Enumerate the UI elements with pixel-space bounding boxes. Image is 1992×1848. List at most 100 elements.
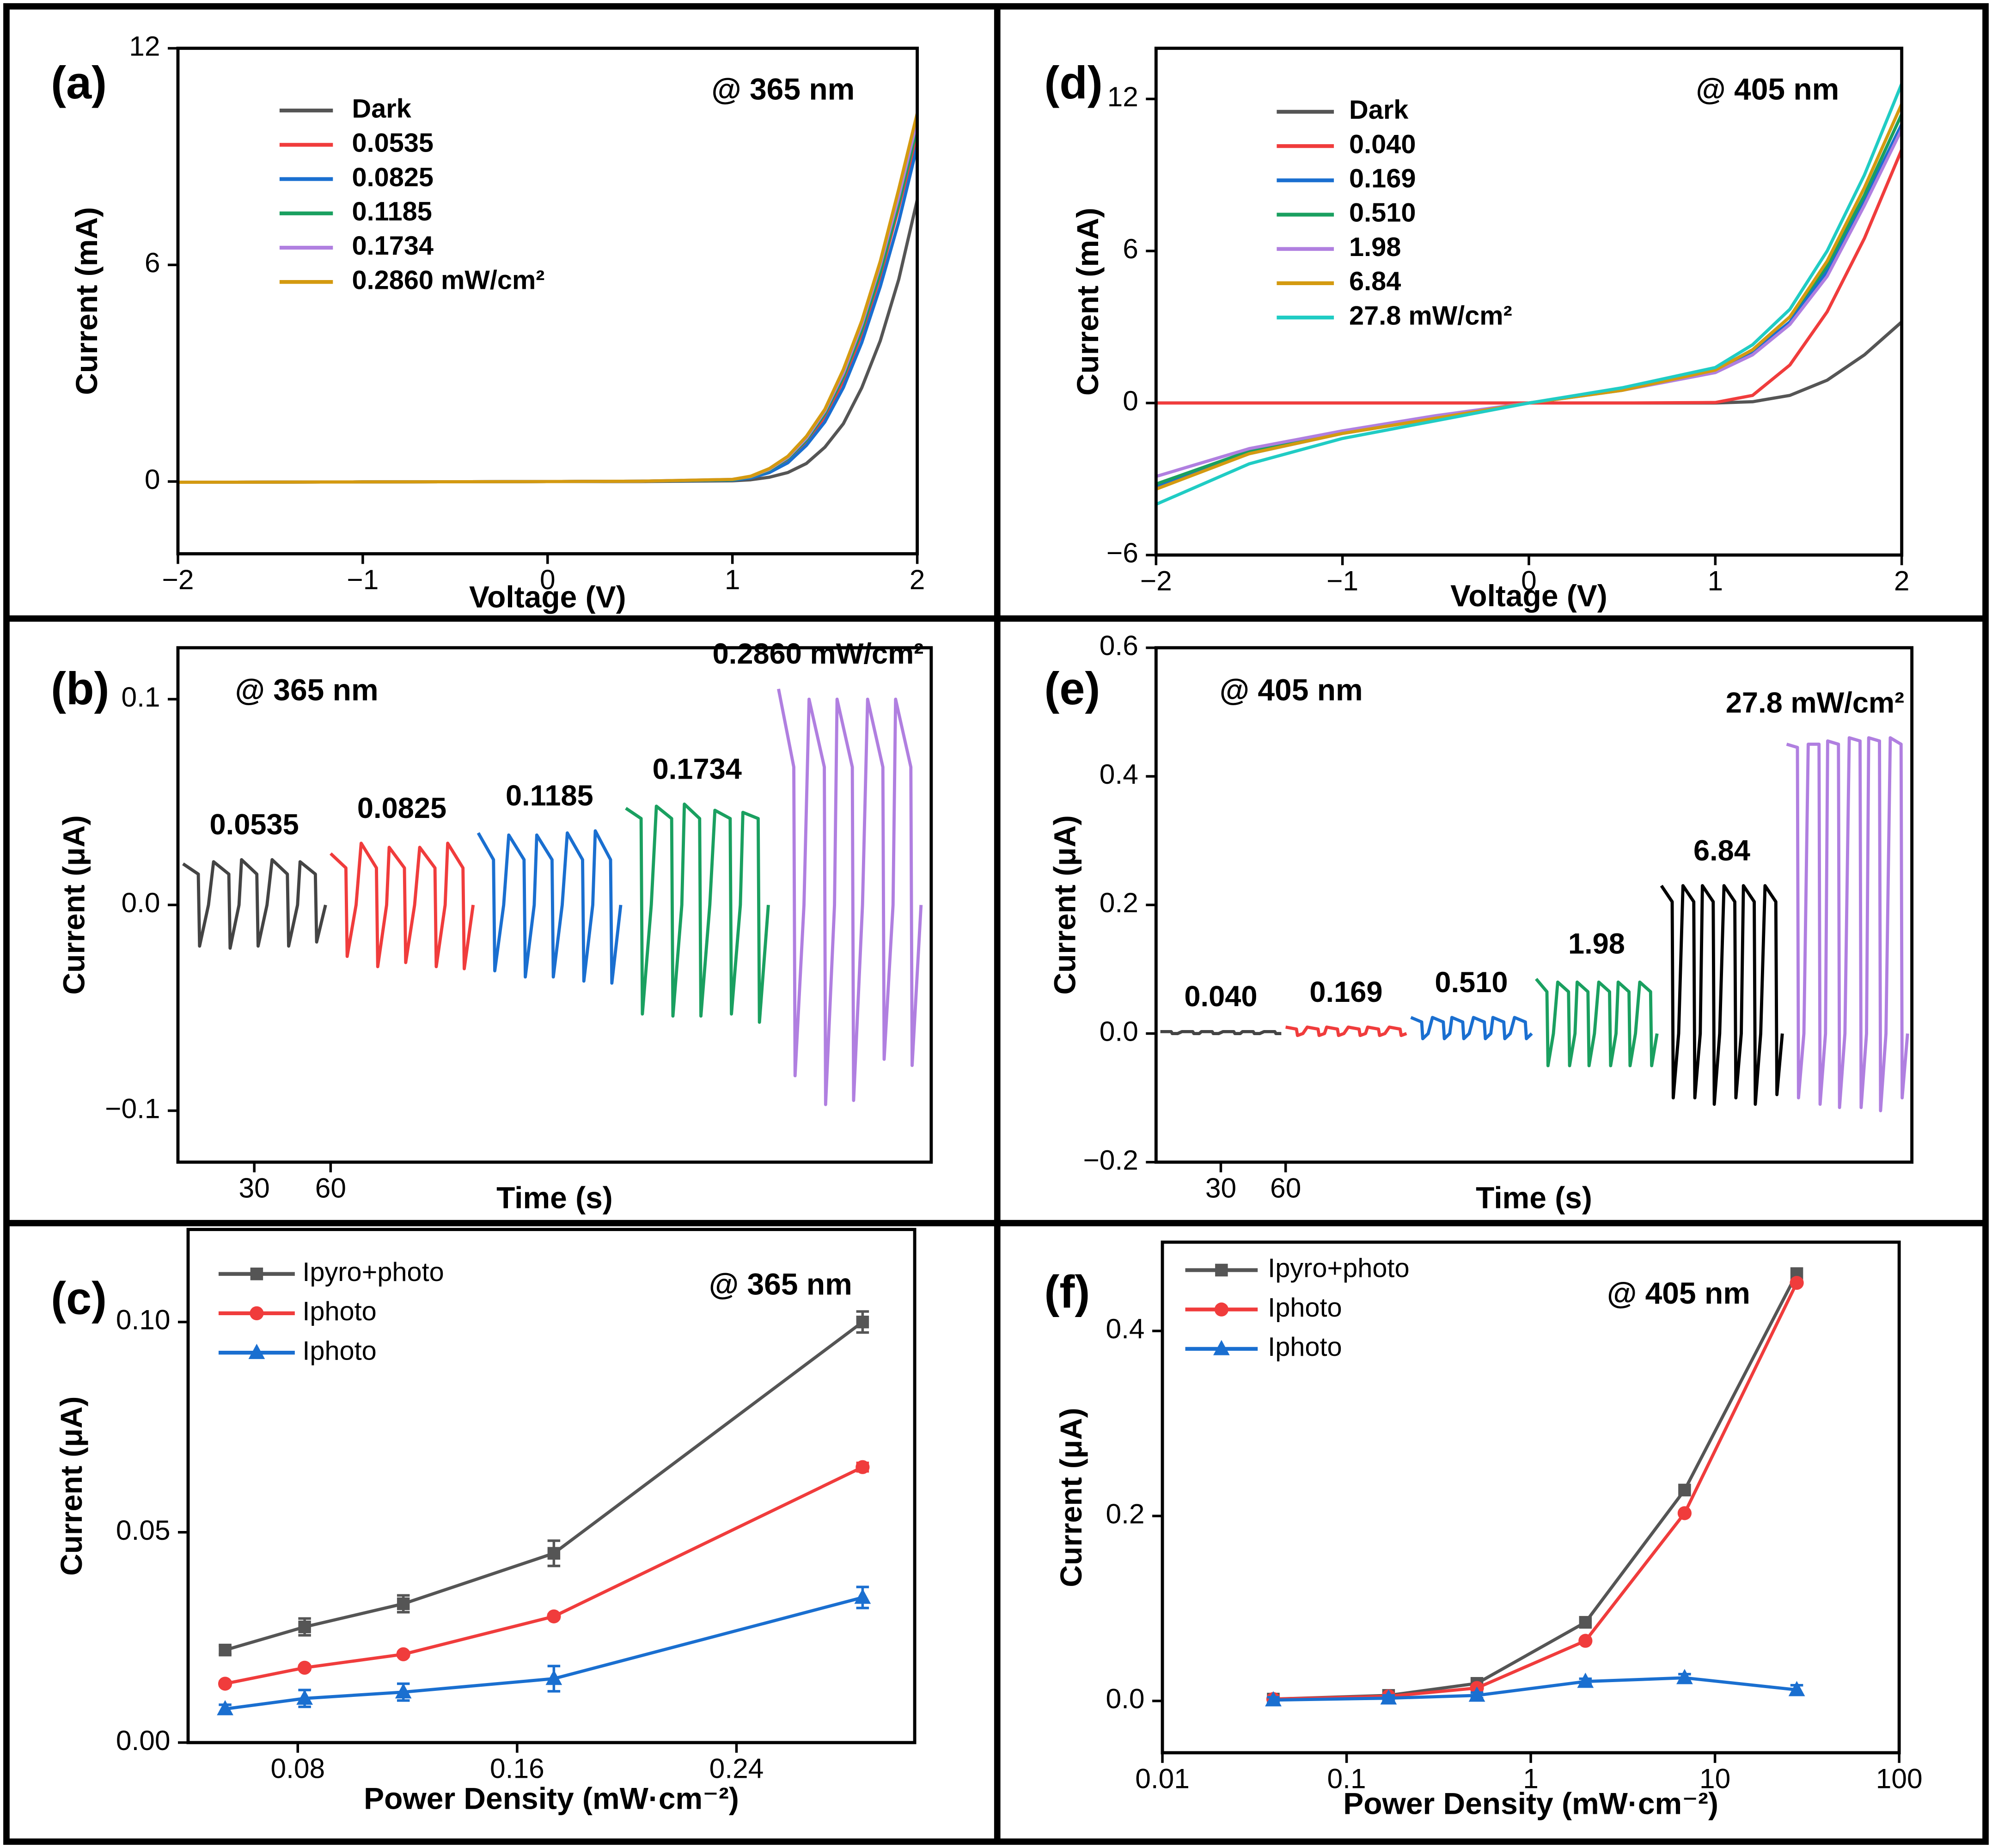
series-label: 0.1185: [506, 780, 593, 812]
x-tick-label: 30: [1205, 1172, 1236, 1203]
x-tick-label: 0: [1521, 565, 1537, 597]
series-line: [777, 689, 923, 1106]
y-tick-label: 0.4: [1106, 1313, 1145, 1344]
legend-label: Iphoto: [302, 1297, 376, 1326]
legend-label: 0.1185: [352, 197, 432, 226]
series-label: 0.040: [1184, 981, 1257, 1013]
y-tick-label: −6: [1106, 537, 1138, 568]
legend-label: 0.169: [1349, 164, 1416, 194]
marker: [248, 1343, 265, 1359]
legend-label: Iphoto: [302, 1336, 376, 1366]
series-line: [225, 1465, 863, 1685]
marker: [1468, 1686, 1485, 1702]
legend-label: 0.1734: [352, 231, 434, 261]
series-line: [225, 1596, 863, 1711]
marker: [1790, 1275, 1804, 1290]
x-tick-label: 2: [1894, 565, 1910, 597]
series-line: [1155, 103, 1903, 491]
x-axis-label: Time (s): [496, 1181, 613, 1215]
legend-label: 27.8 mW/cm²: [1349, 301, 1512, 330]
series-label: 0.169: [1309, 976, 1382, 1008]
x-tick-label: 0.01: [1135, 1763, 1190, 1794]
x-axis-label: Power Density (mW·cm⁻²): [364, 1781, 739, 1816]
legend-label: Iphoto: [1268, 1293, 1342, 1323]
marker: [1577, 1672, 1594, 1688]
marker: [1678, 1483, 1691, 1497]
series-line: [1535, 978, 1659, 1067]
legend-label: 0.040: [1349, 129, 1416, 159]
x-tick-label: 1: [1523, 1763, 1539, 1794]
annotation: @ 405 nm: [1696, 72, 1839, 106]
series-line: [1410, 1016, 1533, 1041]
series-line: [177, 145, 919, 484]
series-label: 0.2860 mW/cm²: [713, 638, 924, 670]
series-line: [1273, 1676, 1797, 1702]
y-tick-label: 0.2: [1106, 1498, 1145, 1529]
x-tick-label: 2: [910, 564, 925, 595]
series-line: [1155, 123, 1903, 488]
plot-frame: [1154, 47, 1904, 557]
series-line: [1155, 113, 1903, 486]
series-line: [1155, 128, 1903, 478]
series-line: [625, 802, 770, 1024]
series-line: [177, 113, 919, 484]
y-tick-label: 0.0: [1106, 1683, 1145, 1714]
panel-label: (d): [1044, 57, 1102, 108]
x-tick-label: 0.24: [709, 1752, 764, 1784]
marker: [854, 1588, 871, 1604]
series-label: 6.84: [1693, 835, 1750, 867]
series-line: [1155, 83, 1903, 506]
x-tick-label: 0.16: [490, 1752, 544, 1784]
marker: [547, 1547, 561, 1560]
legend-label: 0.2860 mW/cm²: [352, 265, 545, 295]
marker: [1214, 1302, 1228, 1317]
series-label: 0.0535: [210, 809, 299, 841]
marker: [396, 1647, 410, 1661]
x-axis-label: Time (s): [1476, 1181, 1592, 1215]
marker: [1213, 1340, 1230, 1355]
series-line: [1786, 736, 1909, 1112]
marker: [1578, 1634, 1593, 1648]
y-axis-label: Current (μA): [57, 815, 91, 994]
panel-label: (c): [51, 1272, 107, 1323]
series-line: [177, 134, 919, 484]
legend-label: Dark: [352, 94, 412, 123]
x-axis-label: Voltage (V): [469, 580, 626, 614]
plot-frame: [186, 1228, 917, 1744]
panel-label: (e): [1044, 663, 1100, 714]
series-label: 27.8 mW/cm²: [1726, 687, 1904, 719]
legend-label: 0.0535: [352, 128, 434, 158]
x-tick-label: 1: [1707, 565, 1723, 597]
marker: [545, 1670, 562, 1685]
marker: [1676, 1669, 1693, 1684]
y-axis-label: Current (mA): [69, 207, 104, 395]
marker: [250, 1306, 264, 1321]
panel-label: (f): [1044, 1266, 1090, 1317]
panel-label: (b): [51, 663, 109, 714]
series-line: [1273, 1273, 1798, 1701]
marker: [298, 1620, 311, 1634]
y-tick-label: 0: [1123, 385, 1138, 416]
y-tick-label: 0.2: [1100, 887, 1138, 918]
y-axis-label: Current (μA): [1054, 1408, 1088, 1587]
y-tick-label: 0.0: [121, 887, 160, 918]
marker: [547, 1609, 561, 1623]
legend-label: Iphoto: [1268, 1332, 1342, 1362]
marker: [1265, 1691, 1282, 1707]
legend-label: 0.0825: [352, 163, 434, 192]
plot-frame: [1154, 646, 1914, 1164]
series-line: [1660, 884, 1784, 1106]
panel-label: (a): [51, 57, 107, 108]
series-label: 0.1734: [653, 753, 742, 785]
series-line: [177, 120, 919, 484]
y-tick-label: 0.05: [116, 1514, 171, 1546]
marker: [296, 1689, 313, 1705]
x-axis-label: Voltage (V): [1450, 579, 1607, 613]
series-label: 0.0825: [357, 792, 446, 824]
series-line: [1273, 1282, 1798, 1701]
legend-label: Ipyro+photo: [302, 1257, 444, 1287]
marker: [1677, 1506, 1692, 1520]
series-label: 0.510: [1435, 966, 1508, 999]
plot-frame: [176, 47, 919, 555]
